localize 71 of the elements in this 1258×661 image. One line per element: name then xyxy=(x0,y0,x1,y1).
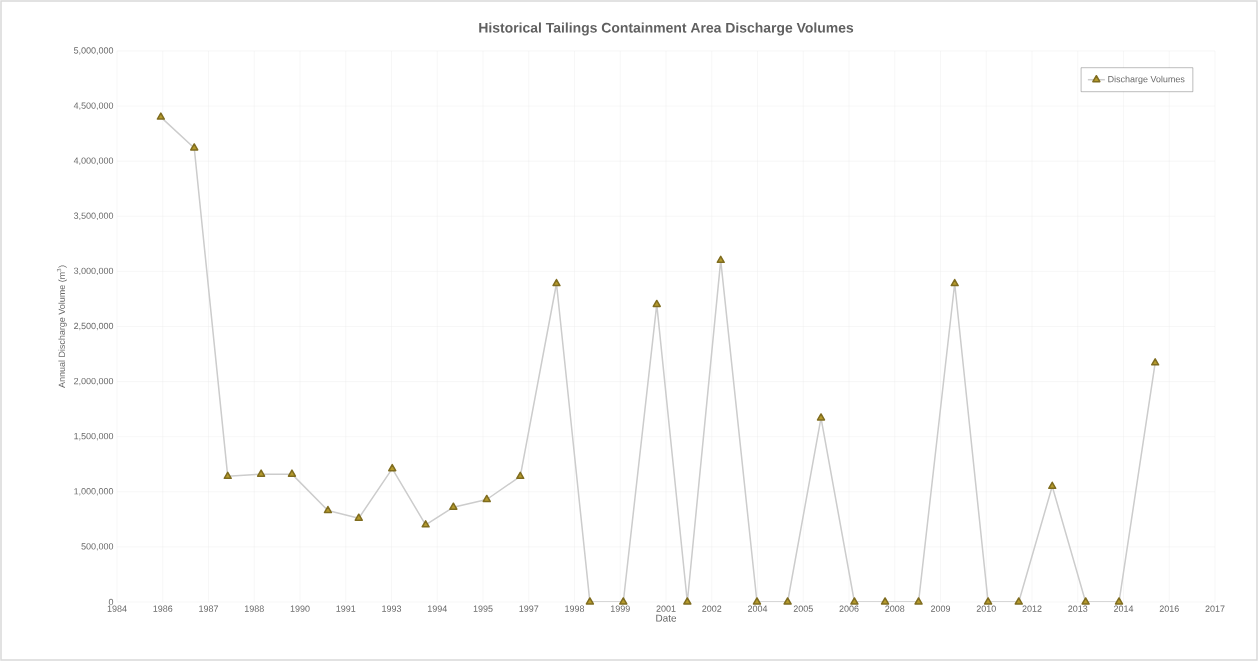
y-tick-label: 2,000,000 xyxy=(74,377,114,386)
x-tick-label: 2001 xyxy=(656,605,676,612)
x-tick-label: 1999 xyxy=(610,605,630,612)
point xyxy=(983,597,993,605)
x-tick-label: 2013 xyxy=(1068,605,1088,612)
y-tick-label: 3,500,000 xyxy=(73,212,114,220)
y-axis-title: Annual Discharge Volume (m$^{3}$) xyxy=(56,265,67,388)
x-tick-label: 1987 xyxy=(199,605,219,612)
x-tick-label: 1984 xyxy=(107,605,127,612)
point xyxy=(287,469,297,477)
point xyxy=(223,471,232,480)
x-tick-label: 2012 xyxy=(1022,605,1042,612)
x-tick-label: 1998 xyxy=(565,605,585,612)
point xyxy=(1048,481,1057,490)
legend-label: Discharge Volumes xyxy=(1108,75,1185,85)
x-tick-label: 2009 xyxy=(930,605,951,612)
x-tick-label: 1994 xyxy=(427,605,447,612)
point xyxy=(1014,597,1023,605)
x-tick-label: 1995 xyxy=(473,605,493,612)
x-axis-title: Date xyxy=(656,614,677,622)
x-tick-label: 2010 xyxy=(976,605,996,612)
point xyxy=(516,471,525,480)
point xyxy=(585,597,595,605)
point xyxy=(716,255,725,264)
x-tick-label: 1997 xyxy=(519,605,539,612)
point xyxy=(156,112,166,120)
x-tick-label: 2004 xyxy=(747,605,768,612)
x-tick-label: 1988 xyxy=(244,605,264,612)
point xyxy=(880,597,890,605)
x-tick-label: 2005 xyxy=(793,605,813,612)
point xyxy=(388,463,397,472)
point xyxy=(256,469,266,477)
point xyxy=(816,413,826,421)
x-tick-label: 2008 xyxy=(885,605,905,612)
x-tick-label: 2002 xyxy=(702,605,722,612)
point xyxy=(950,278,959,287)
point xyxy=(619,597,628,605)
point xyxy=(683,597,692,605)
point xyxy=(449,502,458,510)
x-tick-label: 2006 xyxy=(839,605,859,612)
y-tick-label: 5,000,000 xyxy=(73,47,114,55)
point xyxy=(552,278,561,287)
point xyxy=(323,505,333,514)
point xyxy=(421,520,430,528)
point xyxy=(652,299,661,308)
point xyxy=(190,143,199,151)
x-tick-label: 2016 xyxy=(1159,605,1179,612)
y-tick-label: 0 xyxy=(108,598,114,606)
chart-title: Historical Tailings Containment Area Discharge Volumes xyxy=(479,22,854,36)
x-tick-label: 2017 xyxy=(1205,605,1225,612)
y-tick-label: 500,000 xyxy=(81,543,114,551)
x-tick-label: 1986 xyxy=(153,605,173,612)
x-tick-label: 2014 xyxy=(1113,605,1134,612)
point xyxy=(752,597,762,605)
x-tick-label: 1991 xyxy=(336,605,356,612)
x-tick-label: 1990 xyxy=(290,605,310,612)
point xyxy=(1150,358,1160,366)
y-tick-label: 4,500,000 xyxy=(73,102,114,110)
point xyxy=(354,513,363,521)
point xyxy=(850,597,859,605)
point xyxy=(1081,597,1090,605)
point xyxy=(1114,597,1124,605)
y-tick-label: 4,000,000 xyxy=(73,157,114,165)
y-tick-label: 2,500,000 xyxy=(74,322,114,331)
y-tick-label: 1,500,000 xyxy=(74,432,114,441)
y-tick-label: 1,000,000 xyxy=(74,488,114,496)
point xyxy=(482,494,491,503)
point xyxy=(783,597,792,605)
point xyxy=(914,597,923,605)
x-tick-label: 1993 xyxy=(382,605,402,612)
y-tick-label: 3,000,000 xyxy=(73,267,114,276)
